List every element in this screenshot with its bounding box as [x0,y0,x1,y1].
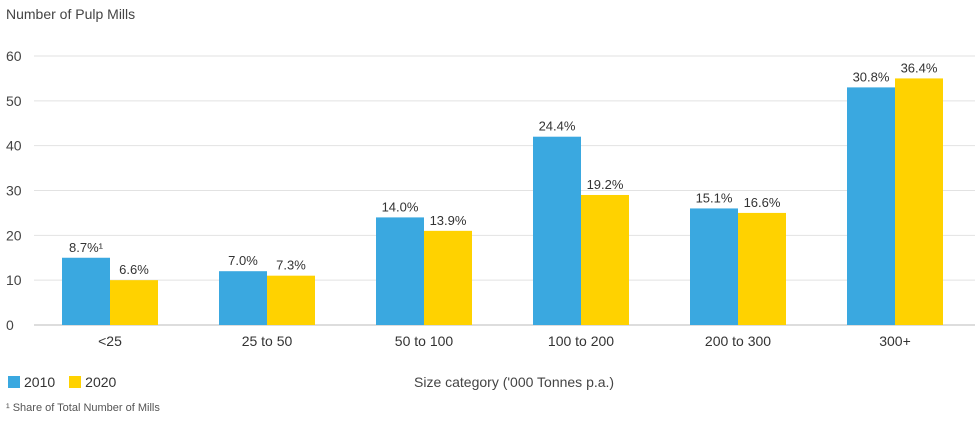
bar-2010 [219,271,267,325]
legend-item-2020: 2020 [69,374,116,390]
legend-swatch-2020 [69,376,82,388]
bar-2010 [690,208,738,325]
y-tick-label: 30 [6,183,22,199]
data-label: 24.4% [539,119,576,134]
legend-item-2010: 2010 [8,374,55,390]
y-tick-label: 40 [6,138,22,154]
bar-2010 [62,257,110,325]
data-label: 16.6% [744,195,781,210]
y-tick-label: 20 [6,227,22,243]
bar-2020 [738,212,786,325]
legend: 2010 2020 [8,374,116,390]
bar-2010 [376,217,424,325]
x-tick-label: 50 to 100 [395,333,454,349]
x-tick-label: 300+ [879,333,911,349]
footnote: ¹ Share of Total Number of Mills [6,402,160,414]
x-axis-title: Size category ('000 Tonnes p.a.) [414,374,615,390]
data-label: 36.4% [901,60,938,75]
bar-2020 [424,230,472,325]
legend-label-2010: 2010 [24,374,56,390]
bar-2020 [581,194,629,325]
y-tick-label: 0 [6,317,14,333]
bar-2010 [847,87,895,325]
legend-label-2020: 2020 [85,374,117,390]
y-tick-label: 10 [6,272,22,288]
x-tick-label: 25 to 50 [242,333,293,349]
x-tick-label: 100 to 200 [548,333,614,349]
data-label: 15.1% [696,190,733,205]
data-label: 7.3% [276,258,306,273]
data-label: 8.7%¹ [69,240,104,255]
data-label: 30.8% [853,69,890,84]
x-tick-label: 200 to 300 [705,333,771,349]
data-label: 19.2% [587,177,624,192]
y-tick-label: 50 [6,93,22,109]
y-axis-title: Number of Pulp Mills [6,6,136,22]
data-label: 7.0% [228,253,258,268]
data-label: 14.0% [382,199,419,214]
y-tick-label: 60 [6,48,22,64]
legend-swatch-2010 [8,376,20,388]
x-tick-label: <25 [98,333,122,349]
data-label: 6.6% [119,262,149,277]
bar-2020 [895,78,943,326]
data-label: 13.9% [430,213,467,228]
bar-2020 [267,275,315,325]
bar-2010 [533,136,581,325]
bar-2020 [110,280,158,325]
